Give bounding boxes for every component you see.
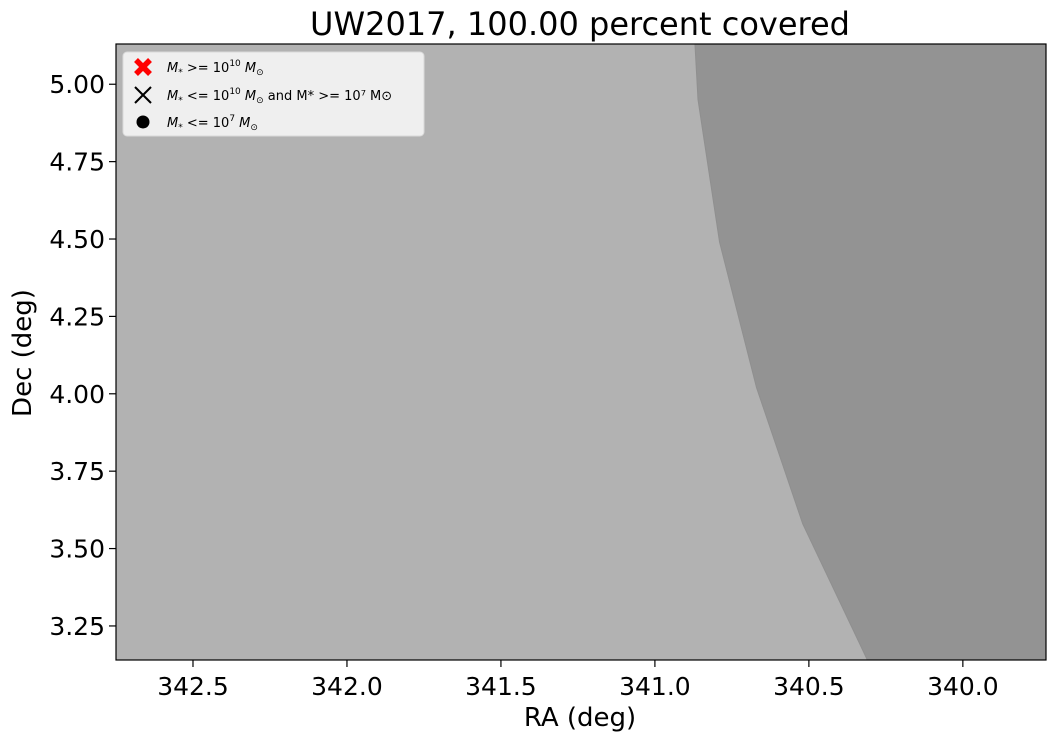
y-tick-label: 4.50 bbox=[49, 225, 105, 254]
y-tick-label: 5.00 bbox=[49, 70, 105, 99]
y-tick-label: 3.75 bbox=[49, 457, 105, 486]
coverage-boundary-line bbox=[694, 43, 868, 661]
plot-area bbox=[116, 43, 1046, 661]
black-dot-icon bbox=[136, 115, 150, 129]
x-tick-label: 341.0 bbox=[619, 672, 691, 701]
plot-frame bbox=[115, 43, 1047, 661]
x-tick-label: 342.5 bbox=[157, 672, 229, 701]
y-tick-label: 3.25 bbox=[49, 612, 105, 641]
x-tick-label: 341.5 bbox=[465, 672, 537, 701]
y-tick-label: 4.25 bbox=[49, 302, 105, 331]
legend-label: M* <= 107 M⊙ bbox=[167, 114, 258, 133]
x-tick-label: 340.5 bbox=[773, 672, 845, 701]
chart-title: UW2017, 100.00 percent covered bbox=[310, 5, 850, 43]
legend-label: M* >= 1010 M⊙ bbox=[167, 59, 264, 78]
black-x-icon bbox=[134, 86, 152, 104]
y-tick-label: 3.50 bbox=[49, 535, 105, 564]
y-tick-label: 4.00 bbox=[49, 380, 105, 409]
legend-label: M* <= 1010 M⊙ and M* >= 10⁷ M⊙ bbox=[167, 87, 392, 106]
y-tick-label: 4.75 bbox=[49, 148, 105, 177]
x-tick-label: 342.0 bbox=[311, 672, 383, 701]
x-axis-ticks: 342.5 342.0 341.5 341.0 340.5 340.0 bbox=[157, 660, 999, 701]
legend: M* >= 1010 M⊙ M* <= 1010 M⊙ and M* >= 10⁷… bbox=[122, 51, 425, 137]
red-x-icon bbox=[134, 58, 152, 76]
x-axis-label: RA (deg) bbox=[524, 703, 636, 733]
y-axis-ticks: 3.25 3.50 3.75 4.00 4.25 4.50 4.75 5.00 bbox=[49, 70, 116, 641]
y-axis-label: Dec (deg) bbox=[8, 289, 38, 417]
coverage-region-light bbox=[116, 44, 868, 660]
legend-box bbox=[122, 51, 425, 137]
x-tick-label: 340.0 bbox=[927, 672, 999, 701]
